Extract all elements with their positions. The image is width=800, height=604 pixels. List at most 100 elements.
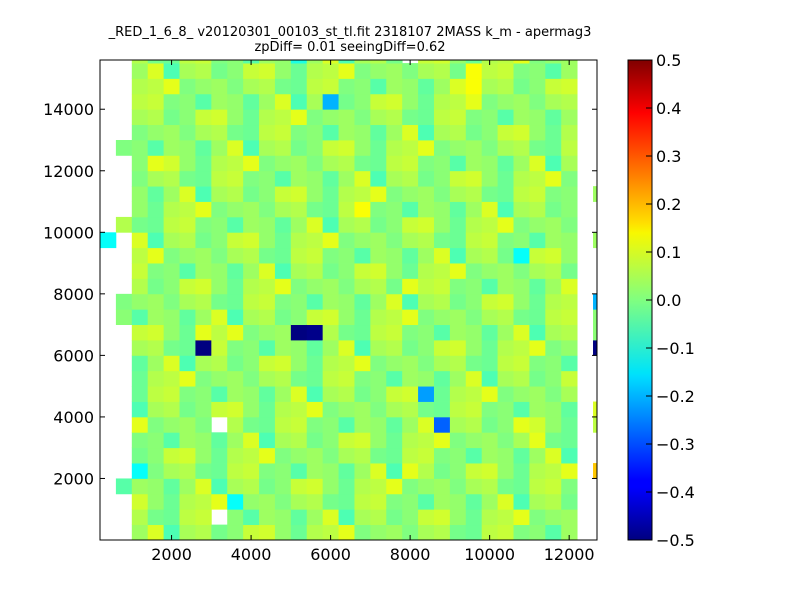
heatmap-cell (163, 478, 180, 495)
heatmap-cell (481, 355, 498, 372)
heatmap-cell (259, 93, 276, 110)
heatmap-cell (338, 324, 355, 341)
heatmap-cell (163, 340, 180, 356)
heatmap-cell (147, 386, 165, 402)
heatmap-cell (418, 124, 435, 141)
heatmap-cell (433, 355, 451, 372)
heatmap-cell (306, 232, 324, 249)
y-tick-label: 2000 (53, 469, 94, 488)
heatmap-cell (481, 155, 498, 172)
heatmap-cell (354, 232, 371, 249)
heatmap-cell (211, 124, 228, 141)
heatmap-cell (354, 447, 371, 464)
heatmap-cell (386, 493, 403, 510)
heatmap-cell (147, 370, 165, 387)
heatmap-cell (163, 309, 180, 326)
heatmap-cell (529, 140, 546, 156)
heatmap-cell (211, 109, 228, 126)
heatmap-cell (259, 463, 276, 479)
heatmap-cell (147, 109, 165, 126)
heatmap-cell (402, 186, 419, 202)
heatmap-cell (370, 201, 387, 218)
heatmap-cell (290, 263, 308, 279)
heatmap-cell (211, 370, 228, 387)
heatmap-cell (243, 340, 260, 356)
heatmap-cell (481, 186, 498, 202)
heatmap-cell (243, 416, 260, 433)
heatmap-cell (100, 232, 117, 249)
heatmap-cell (593, 340, 597, 356)
heatmap-cell (497, 124, 514, 141)
heatmap-cell (195, 509, 212, 526)
heatmap-cell (338, 478, 355, 495)
heatmap-cell (211, 293, 228, 310)
heatmap-cell (306, 478, 324, 495)
heatmap-cell (354, 140, 371, 156)
heatmap-cell (131, 247, 149, 264)
heatmap-cell (402, 247, 419, 264)
heatmap-cell (433, 140, 451, 156)
heatmap-cell (274, 370, 292, 387)
heatmap-cell (497, 186, 514, 202)
heatmap-cell (163, 63, 180, 79)
heatmap-cell (227, 355, 244, 372)
heatmap-cell (465, 324, 483, 341)
heatmap-cell (243, 140, 260, 156)
heatmap-cell (402, 524, 419, 540)
heatmap-cell (433, 463, 451, 479)
heatmap-cell (386, 416, 403, 433)
heatmap-cell (497, 355, 514, 372)
heatmap-cell (418, 170, 435, 187)
heatmap-cell (274, 401, 292, 418)
heatmap-cell (243, 324, 260, 341)
heatmap-cell (370, 370, 387, 387)
heatmap-cell (290, 432, 308, 449)
heatmap-cell (147, 355, 165, 372)
heatmap-cell (338, 524, 355, 540)
heatmap-cell (290, 293, 308, 310)
heatmap-cell (402, 232, 419, 249)
heatmap-cell (370, 124, 387, 141)
heatmap-cell (306, 432, 324, 449)
heatmap-cell (402, 386, 419, 402)
heatmap-cell (243, 109, 260, 126)
heatmap-cell (131, 201, 149, 218)
heatmap-cell (131, 401, 149, 418)
heatmap-cell (131, 432, 149, 449)
heatmap-cell (386, 93, 403, 110)
heatmap-cell (529, 524, 546, 540)
heatmap-cell (449, 140, 467, 156)
heatmap-cell (195, 309, 212, 326)
heatmap-cell (370, 186, 387, 202)
colorbar-tick-label: 0.1 (656, 243, 681, 262)
heatmap-cell (402, 463, 419, 479)
colorbar-tick-label: 0.2 (656, 195, 681, 214)
heatmap-cell (338, 247, 355, 264)
heatmap-cell (306, 109, 324, 126)
heatmap-cell (163, 155, 180, 172)
heatmap-cell (179, 278, 196, 295)
heatmap-cell (147, 216, 165, 233)
heatmap-cell (259, 78, 276, 95)
heatmap-cell (545, 60, 562, 64)
heatmap-cell (338, 463, 355, 479)
heatmap-cell (449, 63, 467, 79)
heatmap-cell (433, 170, 451, 187)
heatmap-cell (354, 355, 371, 372)
heatmap-cell (227, 340, 244, 356)
heatmap-cell (259, 386, 276, 402)
heatmap-cell (227, 109, 244, 126)
heatmap-cell (147, 170, 165, 187)
heatmap-cell (179, 432, 196, 449)
heatmap-cell (481, 109, 498, 126)
heatmap-cell (513, 201, 530, 218)
heatmap-cell (227, 509, 244, 526)
heatmap-cell (290, 493, 308, 510)
heatmap-cell (259, 509, 276, 526)
heatmap-cell (370, 78, 387, 95)
heatmap-cell (386, 109, 403, 126)
heatmap-cell (290, 509, 308, 526)
heatmap-cell (211, 478, 228, 495)
heatmap-cell (243, 216, 260, 233)
heatmap-cell (322, 309, 339, 326)
